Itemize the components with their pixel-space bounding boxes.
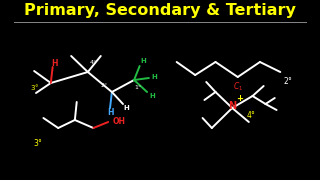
Text: $C_1$: $C_1$ (233, 81, 243, 93)
Text: $3°$: $3°$ (29, 82, 39, 92)
Text: +: + (236, 93, 243, 102)
Text: H: H (150, 93, 156, 99)
Text: H: H (124, 105, 130, 111)
Text: $2°$: $2°$ (283, 75, 293, 86)
Text: H: H (107, 107, 113, 116)
Text: H: H (140, 58, 146, 64)
Text: $2°$: $2°$ (100, 81, 109, 89)
Text: $1°$: $1°$ (133, 83, 142, 91)
Text: H: H (51, 58, 58, 68)
Text: $3°$: $3°$ (33, 136, 43, 147)
Text: $4°$: $4°$ (89, 58, 98, 66)
Text: N: N (228, 101, 236, 111)
Text: Primary, Secondary & Tertiary: Primary, Secondary & Tertiary (24, 3, 296, 17)
Text: OH: OH (113, 118, 126, 127)
Text: H: H (152, 74, 157, 80)
Text: $4°$: $4°$ (246, 109, 256, 120)
